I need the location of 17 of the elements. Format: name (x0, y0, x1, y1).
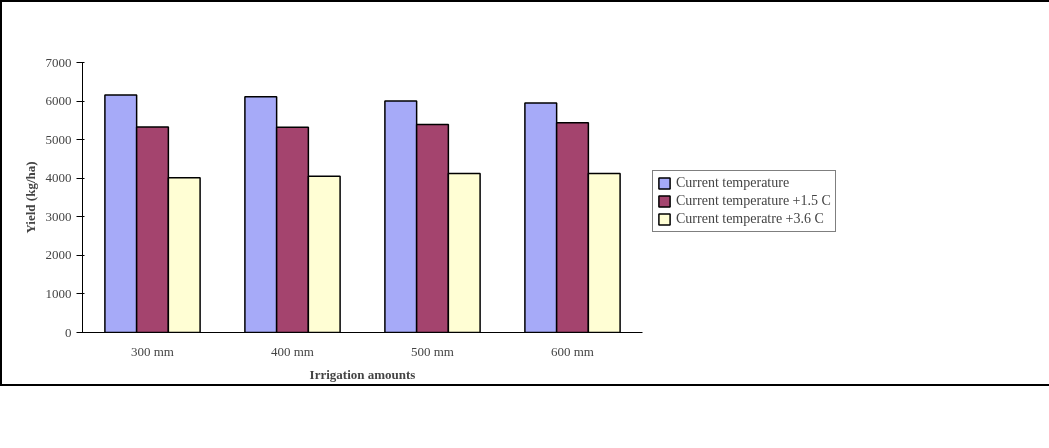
legend-label: Current temperature (676, 175, 790, 191)
x-tick-label: 400 mm (271, 343, 314, 359)
y-axis-title: Yield (kg/ha) (22, 161, 38, 234)
y-tick-label: 3000 (45, 208, 72, 224)
legend-label: Current temperatre +3.6 C (676, 211, 824, 227)
x-tick-label: 300 mm (131, 343, 174, 359)
y-tick-label: 6000 (45, 93, 72, 109)
y-tick-label: 1000 (45, 285, 72, 301)
legend-label: Current temperature +1.5 C (676, 193, 831, 209)
x-axis-title: Irrigation amounts (309, 366, 416, 382)
y-tick-label: 7000 (45, 54, 72, 70)
x-tick-label: 500 mm (411, 343, 454, 359)
y-tick-label: 0 (65, 324, 72, 340)
y-tick-label: 4000 (45, 170, 72, 186)
y-tick-label: 2000 (45, 247, 72, 263)
x-tick-label: 600 mm (551, 343, 594, 359)
y-tick-label: 5000 (45, 131, 72, 147)
